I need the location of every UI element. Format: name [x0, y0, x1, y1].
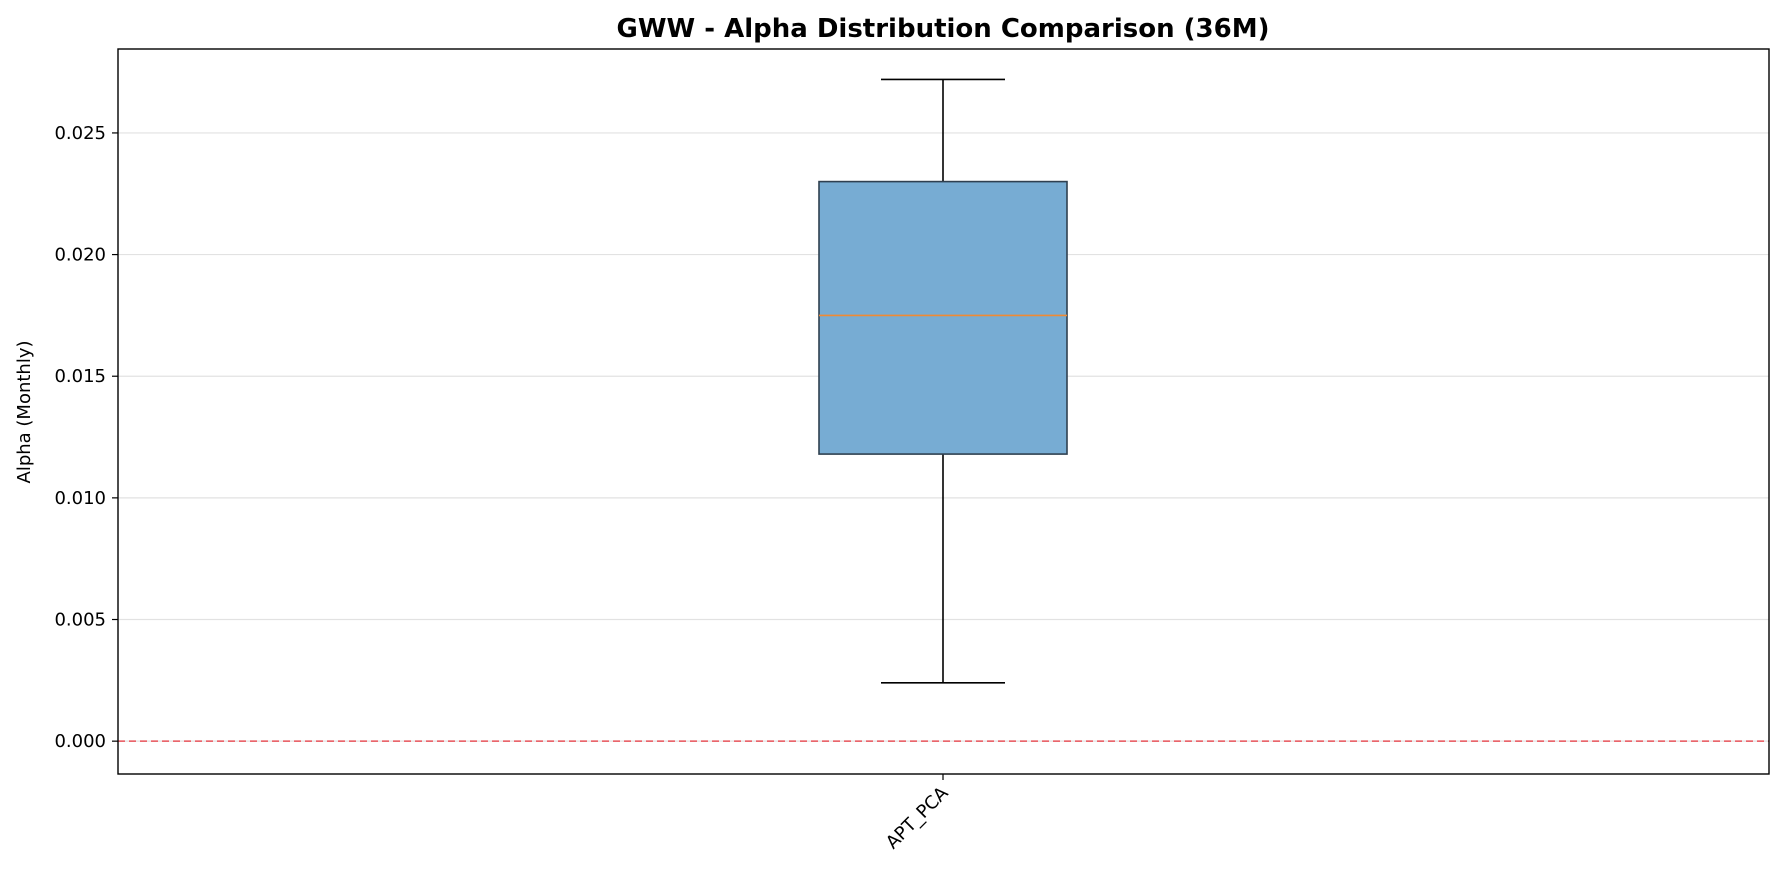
- y-tick-label: 0.015: [54, 366, 106, 387]
- x-tick-label: APT_PCA: [882, 782, 953, 853]
- x-axis-ticks: APT_PCA: [882, 774, 953, 853]
- y-tick-label: 0.020: [54, 245, 106, 266]
- y-axis-ticks: 0.000 0.005 0.010 0.015 0.020 0.025: [54, 123, 118, 752]
- box-group: [818, 78, 1068, 684]
- y-axis-label: Alpha (Monthly): [14, 340, 35, 483]
- box-iqr: [818, 180, 1068, 455]
- y-tick-label: 0.005: [54, 610, 106, 631]
- chart-title: GWW - Alpha Distribution Comparison (36M…: [616, 14, 1269, 44]
- y-tick-label: 0.010: [54, 488, 106, 509]
- y-tick-label: 0.000: [54, 731, 106, 752]
- y-tick-label: 0.025: [54, 123, 106, 144]
